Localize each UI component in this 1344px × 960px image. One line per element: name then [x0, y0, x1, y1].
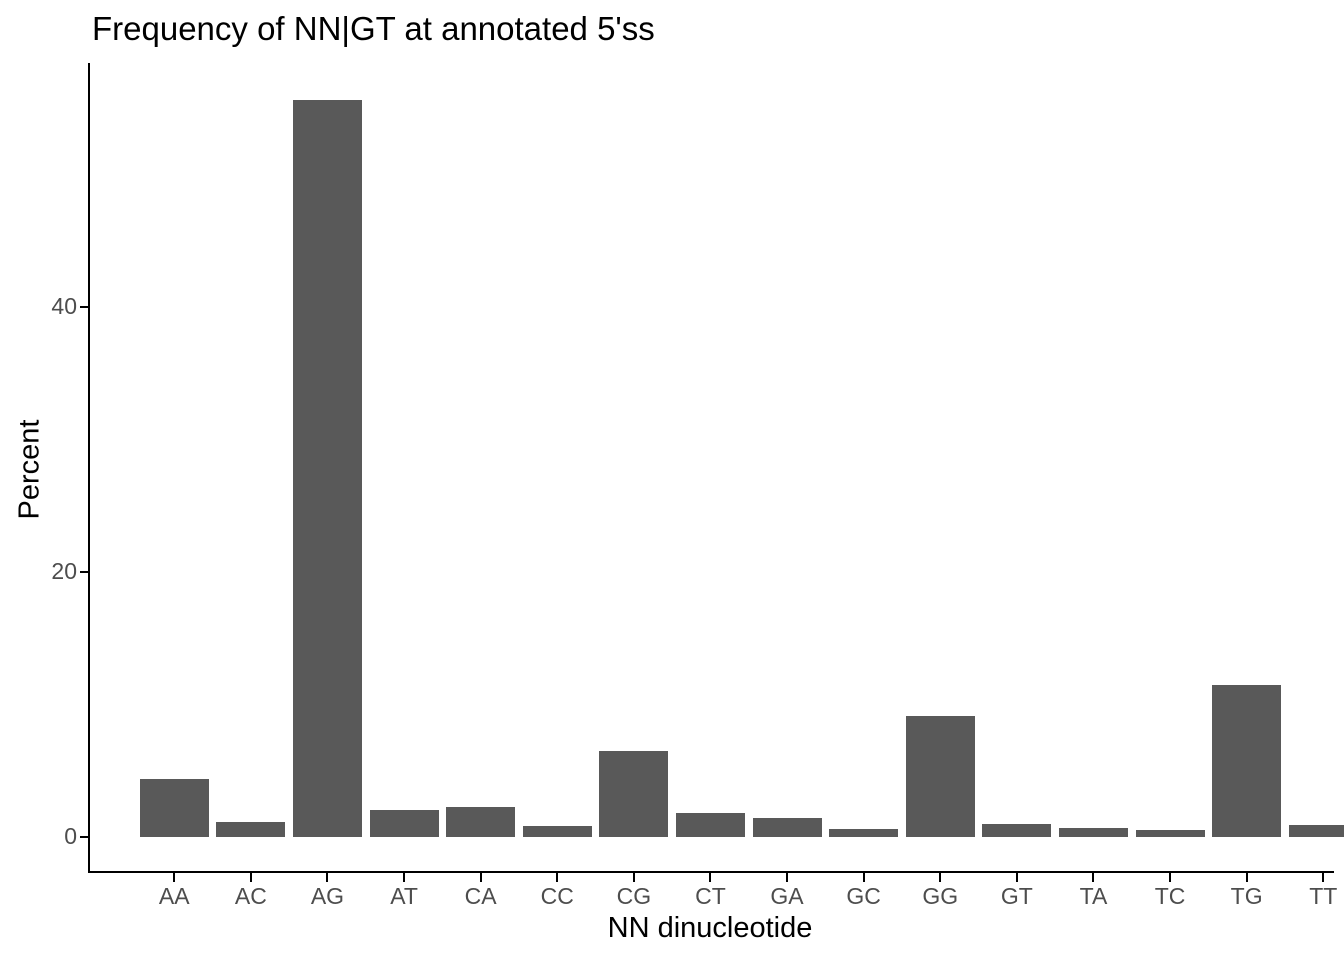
x-tick-mark — [1092, 873, 1095, 882]
y-tick-mark — [80, 836, 89, 838]
y-axis-line — [88, 63, 90, 873]
bar-TA — [1058, 828, 1128, 837]
x-tick-label: CC — [540, 883, 574, 909]
x-axis-line — [88, 871, 1334, 873]
y-tick-label: 0 — [64, 823, 77, 849]
x-tick-label: CT — [695, 883, 726, 909]
x-tick-mark — [403, 873, 406, 882]
chart-title: Frequency of NN|GT at annotated 5'ss — [92, 10, 655, 47]
bar-AC — [216, 822, 286, 837]
bar-GC — [829, 829, 899, 837]
bar-GG — [905, 716, 975, 837]
x-tick-label: CA — [464, 883, 497, 909]
x-tick-mark — [1169, 873, 1172, 882]
x-tick-mark — [939, 873, 942, 882]
bar-AG — [292, 100, 362, 837]
x-tick-label: TT — [1309, 883, 1338, 909]
x-axis-title: NN dinucleotide — [607, 912, 813, 944]
x-tick-mark — [709, 873, 712, 882]
x-tick-mark — [479, 873, 482, 882]
x-tick-label: CG — [616, 883, 652, 909]
x-tick-label: GA — [770, 883, 804, 909]
x-tick-label: GT — [1000, 883, 1033, 909]
x-tick-mark — [632, 873, 635, 882]
x-tick-mark — [173, 873, 176, 882]
bar-AT — [369, 810, 439, 837]
y-tick-label: 40 — [51, 293, 77, 319]
bar-TC — [1135, 830, 1205, 837]
y-tick-mark — [80, 306, 89, 308]
x-tick-mark — [862, 873, 865, 882]
x-tick-label: GG — [922, 883, 959, 909]
x-tick-mark — [1245, 873, 1248, 882]
bar-GT — [982, 824, 1052, 837]
x-tick-label: TA — [1079, 883, 1108, 909]
x-tick-label: AC — [234, 883, 267, 909]
bar-AA — [139, 779, 209, 837]
x-tick-mark — [249, 873, 252, 882]
x-tick-label: TG — [1230, 883, 1263, 909]
bar-CC — [522, 826, 592, 837]
x-tick-mark — [556, 873, 559, 882]
bar-TG — [1212, 685, 1282, 837]
y-tick-label: 20 — [51, 558, 77, 584]
x-tick-label: AT — [390, 883, 418, 909]
x-tick-mark — [1015, 873, 1018, 882]
bar-TT — [1288, 825, 1344, 837]
x-tick-label: AG — [310, 883, 345, 909]
x-tick-mark — [786, 873, 789, 882]
x-tick-mark — [326, 873, 329, 882]
x-tick-label: AA — [158, 883, 190, 909]
bar-CG — [599, 751, 669, 837]
x-tick-mark — [1322, 873, 1325, 882]
bar-GA — [752, 818, 822, 837]
x-tick-label: GC — [846, 883, 881, 909]
y-tick-mark — [80, 571, 89, 573]
bar-CA — [446, 807, 516, 837]
x-tick-label: TC — [1154, 883, 1186, 909]
bar-CT — [675, 813, 745, 837]
